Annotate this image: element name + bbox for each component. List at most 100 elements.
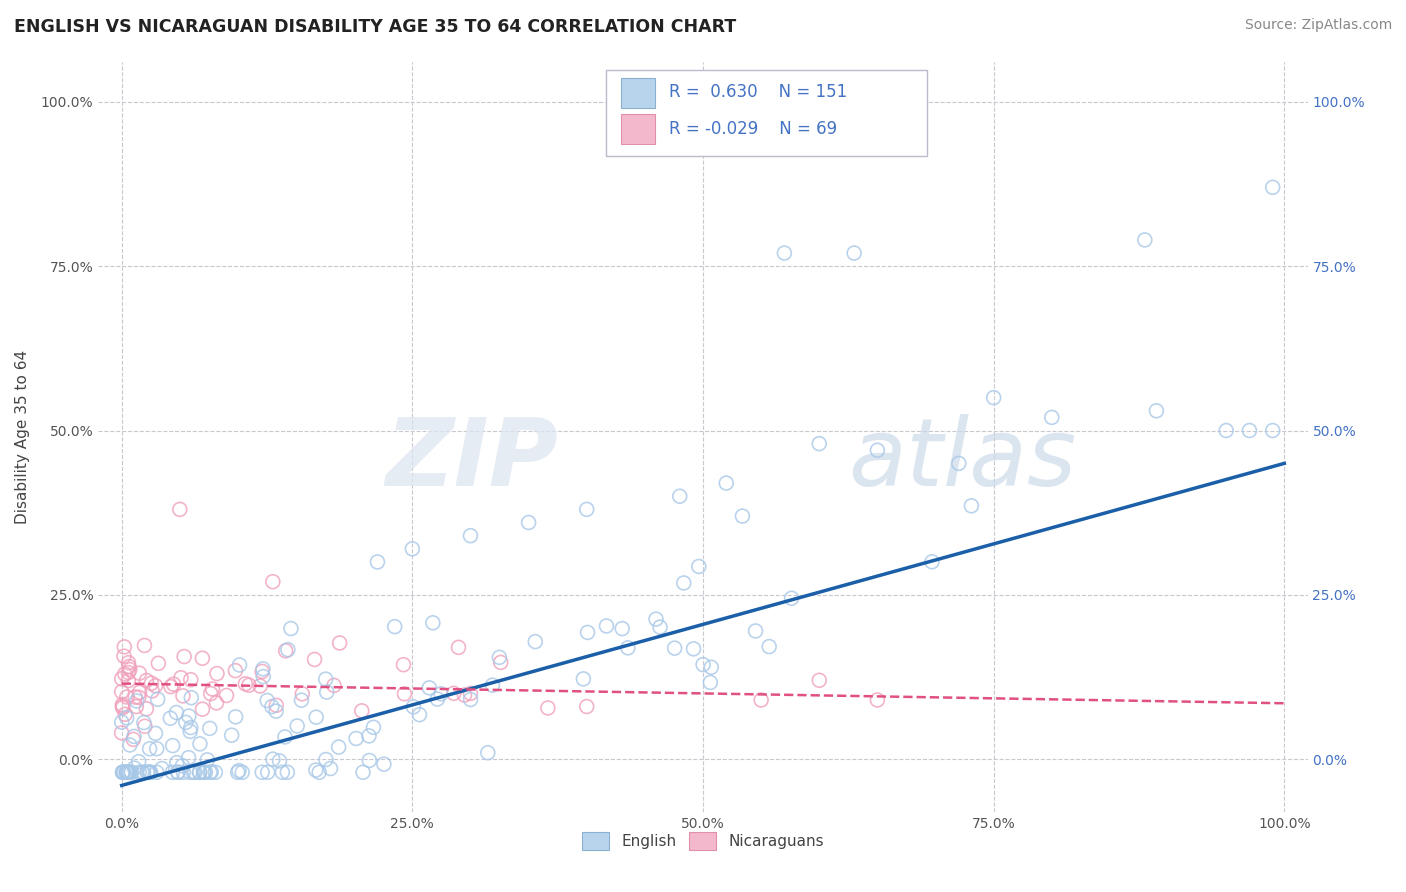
Point (177, 709, 200, 723)
Point (118, 738, 141, 752)
Point (460, 686, 482, 700)
Point (384, 620, 406, 634)
Point (139, 765, 162, 780)
FancyBboxPatch shape (621, 114, 655, 145)
Point (148, 657, 170, 671)
Point (617, 640, 640, 655)
Point (111, 698, 134, 712)
Point (184, 765, 207, 780)
Point (134, 639, 156, 653)
FancyBboxPatch shape (621, 78, 655, 108)
Point (180, 690, 202, 705)
Point (319, 762, 342, 776)
Point (256, 765, 278, 780)
Point (228, 764, 250, 778)
Point (163, 677, 186, 691)
Point (179, 724, 201, 739)
Point (228, 657, 250, 672)
Text: ZIP: ZIP (385, 414, 558, 506)
Point (716, 476, 738, 491)
Point (366, 555, 388, 569)
Point (111, 765, 134, 780)
Point (595, 619, 617, 633)
Point (758, 640, 780, 654)
Point (285, 719, 308, 733)
Point (128, 765, 150, 780)
Point (280, 622, 302, 636)
Point (191, 702, 214, 716)
Point (394, 687, 416, 701)
Point (315, 672, 337, 686)
Point (308, 765, 330, 780)
Point (134, 719, 156, 733)
Point (264, 698, 287, 713)
Point (111, 715, 134, 730)
Point (1133, 233, 1156, 247)
Point (291, 687, 314, 701)
Legend: English, Nicaraguans: English, Nicaraguans (575, 826, 831, 856)
Point (983, 391, 1005, 405)
Point (352, 765, 374, 780)
Point (112, 765, 135, 780)
Point (960, 499, 983, 513)
Point (128, 755, 150, 769)
Point (328, 740, 350, 755)
Point (118, 765, 141, 780)
Point (173, 649, 195, 664)
Point (201, 681, 224, 696)
Point (128, 685, 150, 699)
Point (128, 690, 150, 705)
Point (122, 732, 145, 747)
Point (537, 701, 560, 715)
Point (179, 765, 201, 780)
Point (305, 763, 328, 777)
Point (249, 679, 271, 693)
Point (139, 765, 162, 780)
Point (575, 699, 598, 714)
Point (124, 690, 146, 704)
Point (162, 739, 184, 753)
Point (172, 765, 194, 780)
Point (363, 720, 385, 734)
Point (460, 529, 482, 543)
Point (323, 678, 346, 692)
Point (231, 765, 253, 780)
Point (256, 693, 278, 707)
Point (252, 662, 274, 676)
Point (645, 612, 668, 626)
Point (180, 721, 202, 735)
Point (215, 689, 238, 703)
Point (112, 649, 135, 664)
Point (692, 657, 714, 672)
Point (111, 765, 134, 780)
Point (250, 665, 273, 679)
Point (141, 676, 163, 690)
Point (111, 700, 134, 714)
Point (315, 753, 337, 767)
Point (198, 765, 221, 780)
Y-axis label: Disability Age 35 to 64: Disability Age 35 to 64 (15, 350, 30, 524)
Point (132, 715, 155, 730)
Point (304, 652, 326, 666)
Point (1215, 424, 1237, 438)
Point (193, 765, 215, 780)
Point (262, 574, 284, 589)
Point (195, 753, 218, 767)
Point (447, 640, 470, 655)
Point (160, 680, 183, 694)
Point (274, 644, 297, 658)
Point (145, 741, 167, 756)
Point (131, 765, 153, 780)
Point (114, 707, 136, 722)
Point (238, 678, 260, 692)
Point (166, 706, 188, 720)
Point (488, 650, 510, 665)
Point (114, 667, 136, 681)
Point (118, 659, 141, 673)
Point (418, 681, 440, 695)
Point (150, 762, 173, 776)
Point (224, 664, 246, 678)
Point (648, 620, 671, 634)
Point (948, 456, 970, 470)
Point (166, 756, 188, 770)
